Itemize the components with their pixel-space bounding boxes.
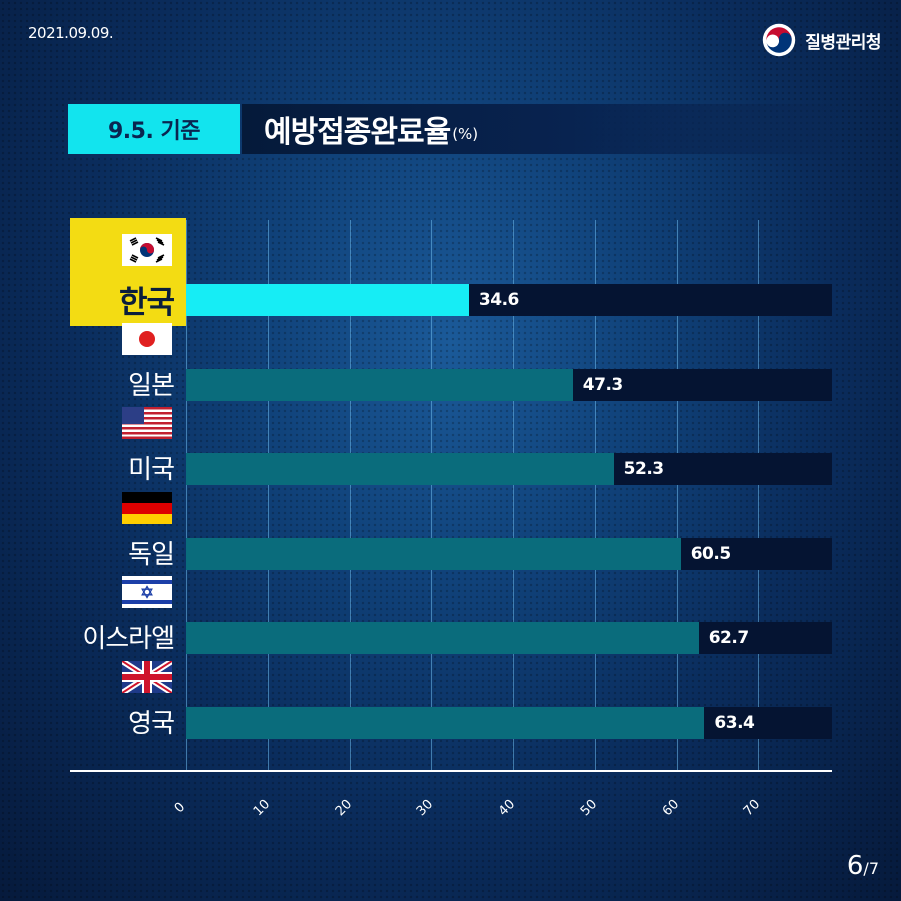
usa-flag-icon <box>122 407 172 440</box>
bar-value-label: 47.3 <box>582 374 623 395</box>
gridline <box>431 220 432 770</box>
japan-flag-icon <box>122 322 172 355</box>
x-tick-label: 30 <box>414 796 437 820</box>
publish-date: 2021.09.09. <box>28 24 114 42</box>
x-tick-label: 10 <box>250 796 273 820</box>
chart-title: 예방접종완료율 (%) <box>242 104 838 154</box>
bar-3 <box>186 537 681 570</box>
uk-flag-icon <box>120 658 174 696</box>
gridline <box>268 220 269 770</box>
gridline <box>677 220 678 770</box>
x-tick-label: 70 <box>741 796 764 820</box>
bar-value-label: 34.6 <box>478 290 519 310</box>
country-label: 한국 <box>118 285 175 321</box>
gridline <box>758 220 759 770</box>
bar-0 <box>186 284 469 316</box>
x-tick-label: 20 <box>332 796 355 820</box>
bar-value-label: 63.4 <box>714 713 755 733</box>
bar-4 <box>186 622 699 655</box>
israel-flag-icon <box>122 576 172 609</box>
page-current: 6 <box>846 851 864 881</box>
germany-flag-icon <box>122 491 172 524</box>
gridline <box>595 220 596 770</box>
reference-date-tag: 9.5. 기준 <box>68 104 240 154</box>
country-label: 미국 <box>128 455 175 486</box>
bar-value-label: 52.3 <box>623 459 664 480</box>
gridline <box>350 220 351 770</box>
x-tick-label: 50 <box>577 796 601 820</box>
org-name: 질병관리청 <box>805 32 881 53</box>
page-separator: / <box>863 859 869 878</box>
bar-5 <box>186 707 705 739</box>
chart-title-unit: (%) <box>452 125 479 143</box>
gridline <box>513 220 514 770</box>
x-axis-line <box>70 770 832 772</box>
page-total: 7 <box>868 859 879 878</box>
page-indicator: 6/7 <box>847 851 879 881</box>
korea-flag-icon <box>122 234 172 266</box>
bar-value-label: 60.5 <box>690 543 731 564</box>
bar-1 <box>186 368 573 401</box>
kdca-emblem-icon <box>763 23 796 57</box>
x-tick-label: 60 <box>659 796 682 820</box>
gridline <box>186 220 187 770</box>
country-label: 일본 <box>128 370 175 401</box>
chart-title-text: 예방접종완료율 <box>264 115 451 150</box>
country-label: 독일 <box>128 539 175 570</box>
bar-value-label: 62.7 <box>708 628 749 649</box>
bar-2 <box>186 453 614 486</box>
x-tick-label: 40 <box>495 796 519 820</box>
x-tick-label: 0 <box>171 799 189 817</box>
country-label: 영국 <box>128 709 175 739</box>
org-logo: 질병관리청 <box>761 20 881 60</box>
country-label: 이스라엘 <box>82 624 175 655</box>
